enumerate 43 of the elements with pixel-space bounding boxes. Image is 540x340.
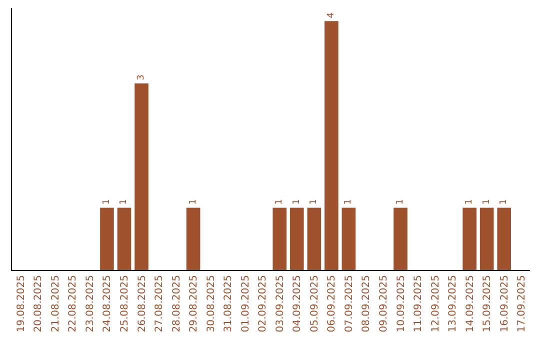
x-tick-label: 13.09.2025: [448, 275, 459, 332]
x-tick-label: 12.09.2025: [430, 275, 442, 332]
x-tick-label: 06.09.2025: [326, 275, 338, 332]
x-tick-label: 08.09.2025: [361, 275, 372, 332]
x-tick-label: 05.09.2025: [309, 275, 320, 332]
x-tick-label: 21.08.2025: [50, 275, 62, 332]
data-label: 1: [274, 199, 285, 205]
x-tick-label: 22.08.2025: [68, 275, 79, 332]
x-tick-label: 23.08.2025: [84, 275, 96, 332]
data-label: 1: [119, 199, 130, 205]
x-tick-label: 03.09.2025: [274, 275, 286, 332]
x-tick-label: 09.09.2025: [378, 275, 390, 332]
data-label: 1: [188, 199, 198, 205]
x-tick-label: 04.09.2025: [292, 275, 304, 332]
x-tick-label: 16.09.2025: [499, 275, 510, 332]
x-tick-label: 27.08.2025: [154, 275, 166, 332]
data-label: 1: [309, 199, 320, 205]
x-tick-label: 14.09.2025: [464, 275, 476, 332]
x-tick-label: 19.08.2025: [16, 275, 27, 332]
x-tick-label: 17.09.2025: [516, 275, 528, 332]
x-tick-label: 15.09.2025: [482, 275, 494, 332]
x-tick-label: 28.08.2025: [171, 275, 182, 332]
x-tick-label: 29.08.2025: [188, 275, 200, 332]
data-label: 1: [292, 199, 302, 205]
x-tick-label: 30.08.2025: [206, 275, 217, 332]
data-label: 1: [396, 199, 406, 205]
x-tick-label: 26.08.2025: [136, 275, 148, 332]
data-label: 4: [326, 12, 336, 18]
x-tick-label: 25.08.2025: [119, 275, 130, 332]
x-tick-label: 02.09.2025: [258, 275, 269, 332]
x-tick-label: 10.09.2025: [396, 275, 407, 332]
x-tick-label: 01.09.2025: [240, 275, 252, 332]
x-tick-label: 11.09.2025: [413, 275, 424, 332]
data-label: 1: [464, 199, 475, 205]
x-tick-label: 20.08.2025: [33, 275, 44, 332]
x-tick-label: 24.08.2025: [102, 275, 114, 332]
x-tick-label: 07.09.2025: [344, 275, 355, 332]
data-label: 1: [344, 199, 354, 205]
data-label: 1: [499, 199, 510, 205]
x-tick-label: 31.08.2025: [223, 275, 234, 332]
data-label: 3: [136, 74, 146, 80]
data-label: 1: [102, 199, 112, 205]
data-label: 1: [482, 199, 492, 205]
